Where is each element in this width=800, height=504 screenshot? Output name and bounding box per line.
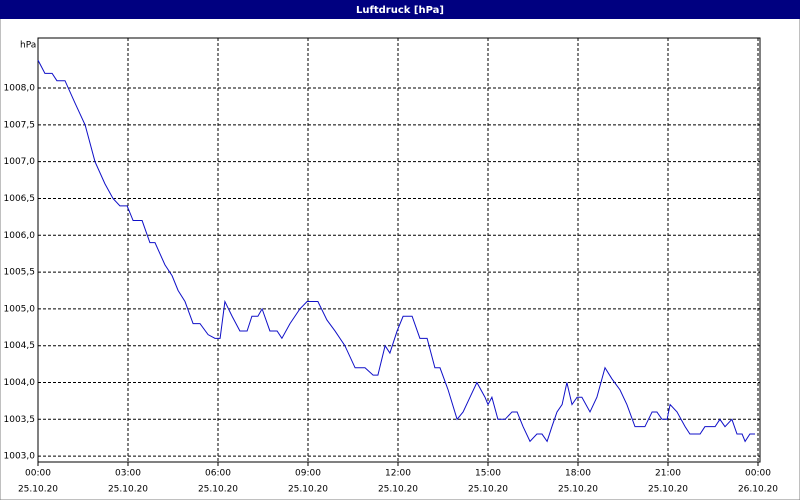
x-tick-date: 25.10.20 (198, 485, 238, 495)
x-tick-date: 25.10.20 (108, 485, 148, 495)
title-bar (0, 0, 800, 19)
y-tick-label: 1007,0 (4, 157, 36, 167)
x-tick-date: 25.10.20 (18, 485, 58, 495)
y-tick-label: 1007,5 (4, 120, 36, 130)
y-tick-label: 1006,5 (4, 194, 36, 204)
y-tick-label: 1003,5 (4, 415, 36, 425)
y-tick-label: 1005,5 (4, 268, 36, 278)
chart-title: Luftdruck [hPa] (356, 5, 444, 16)
x-tick-date: 26.10.20 (738, 485, 778, 495)
x-tick-label: 15:00 (475, 469, 501, 479)
y-tick-label: 1004,0 (4, 378, 36, 388)
x-tick-label: 21:00 (655, 469, 681, 479)
y-tick-label: 1008,0 (4, 84, 36, 94)
x-tick-date: 25.10.20 (288, 485, 328, 495)
x-tick-label: 06:00 (205, 469, 231, 479)
y-tick-label: 1003,0 (4, 452, 36, 462)
x-tick-label: 12:00 (385, 469, 411, 479)
y-axis-label: hPa (20, 41, 36, 51)
data-line (37, 59, 755, 443)
x-tick-label: 03:00 (115, 469, 141, 479)
x-tick-date: 25.10.20 (648, 485, 688, 495)
x-tick-label: 18:00 (565, 469, 591, 479)
x-tick-date: 25.10.20 (558, 485, 598, 495)
x-tick-label: 00:00 (25, 469, 51, 479)
x-tick-date: 25.10.20 (468, 485, 508, 495)
plot-area (37, 37, 761, 463)
y-tick-label: 1005,0 (4, 304, 36, 314)
x-tick-date: 25.10.20 (378, 485, 418, 495)
x-tick-label: 09:00 (295, 469, 321, 479)
y-tick-label: 1006,0 (4, 231, 36, 241)
x-tick-label: 00:00 (745, 469, 771, 479)
y-tick-label: 1004,5 (4, 341, 36, 351)
